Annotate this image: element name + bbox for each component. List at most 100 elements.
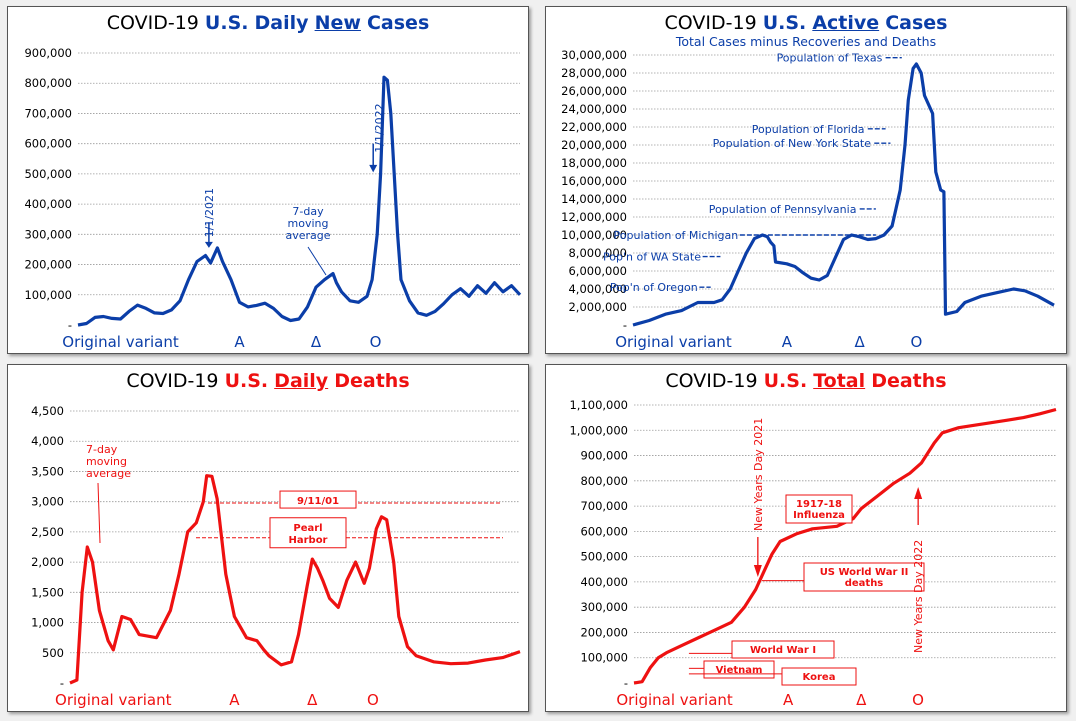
- annotation-moving-average: average: [285, 229, 330, 242]
- ref-box: [731, 640, 835, 659]
- x-variant-label: O: [912, 691, 924, 709]
- population-ref-label: Population of Pennsylvania: [709, 203, 857, 216]
- panel-active-cases: COVID-19 U.S. Active Cases Total Cases m…: [545, 6, 1067, 354]
- chart-title: COVID-19 U.S. Daily New Cases: [8, 12, 528, 34]
- x-variant-label: A: [229, 691, 240, 709]
- x-variant-label: Δ: [855, 333, 866, 351]
- ref-box: [781, 667, 857, 686]
- y-tick-label: 1,000: [31, 616, 64, 630]
- annotation-pointer: [97, 482, 101, 544]
- y-tick-label: 700,000: [580, 499, 628, 513]
- y-tick-label: 900,000: [24, 46, 72, 60]
- title-word-cases: Cases: [366, 12, 430, 34]
- y-tick-label: 1,000,000: [569, 423, 628, 437]
- x-variant-label: Original variant: [615, 333, 732, 351]
- title-word-deaths: Deaths: [334, 370, 410, 392]
- series-line: [632, 62, 1055, 327]
- panel-daily-deaths: COVID-19 U.S. Daily Deaths - 500 1,000 1,50…: [7, 364, 529, 712]
- x-variant-label: Δ: [311, 333, 322, 351]
- ref-box: [785, 494, 853, 524]
- x-variant-label: Δ: [856, 691, 867, 709]
- ref-box-label: 1917-18: [796, 499, 842, 510]
- title-word-us: U.S.: [204, 12, 249, 34]
- title-word-deaths: Deaths: [871, 370, 947, 392]
- y-tick-label: 400,000: [580, 575, 628, 589]
- title-word-us: U.S.: [224, 370, 269, 392]
- population-ref-label: Population of Texas: [777, 52, 883, 65]
- population-ref-label: Pop'n of Oregon: [610, 281, 698, 294]
- annotation-arrowhead: [914, 487, 923, 499]
- y-tick-label: 200,000: [24, 258, 72, 272]
- x-variant-label: Original variant: [55, 691, 172, 709]
- population-ref-label: Population of Michigan: [614, 229, 739, 242]
- series-line: [77, 75, 522, 327]
- y-tick-label: 1,100,000: [569, 398, 628, 412]
- y-tick-label: 3,500: [31, 464, 64, 478]
- y-tick-label: 24,000,000: [561, 102, 627, 116]
- title-word-us: U.S.: [763, 370, 808, 392]
- x-variant-label: O: [367, 691, 379, 709]
- x-variant-label: A: [234, 333, 245, 351]
- annotation-moving-average: moving: [288, 217, 329, 230]
- title-word-cases: Cases: [885, 12, 948, 34]
- y-tick-label: 20,000,000: [561, 138, 627, 152]
- title-prefix: COVID-19: [126, 370, 219, 392]
- annotation-moving-average: moving: [86, 455, 127, 468]
- y-tick-label: 100,000: [580, 651, 628, 665]
- y-tick-label: 4,500: [31, 404, 64, 418]
- chart-subtitle: Total Cases minus Recoveries and Deaths: [675, 34, 937, 49]
- x-variant-label: Original variant: [616, 691, 733, 709]
- y-tick-label: 14,000,000: [561, 192, 627, 206]
- annotation-new-years-2022: New Years Day 2022: [912, 540, 925, 653]
- x-variant-label: A: [782, 333, 793, 351]
- ref-box-label: deaths: [845, 578, 884, 589]
- annotation-date-2022: 1/1/2022: [373, 103, 386, 152]
- y-tick-label: -: [623, 318, 627, 332]
- y-tick-label: 8,000,000: [568, 246, 627, 260]
- ref-box: [803, 562, 925, 592]
- y-tick-label: 16,000,000: [561, 174, 627, 188]
- ref-label-pearl-harbor: Harbor: [288, 535, 327, 546]
- chart-total-deaths: - 100,000 200,000 300,000 400,000 500,000 600,…: [569, 398, 1057, 709]
- annotation-new-years-2021: New Years Day 2021: [752, 418, 765, 531]
- population-ref-label: Pop'n of WA State: [603, 251, 701, 264]
- chart-title: COVID-19 U.S. Active Cases: [546, 12, 1066, 34]
- annotation-moving-average: average: [86, 467, 131, 480]
- ref-box-label: Korea: [803, 672, 836, 683]
- panel-total-deaths: COVID-19 U.S. Total Deaths - 100,000 200,0…: [545, 364, 1067, 712]
- chart-daily-deaths: - 500 1,000 1,500 2,000 2,500 3,000 3,500 4,000 4…: [31, 404, 521, 709]
- y-tick-label: 3,000: [31, 495, 64, 509]
- title-word-us: U.S.: [762, 12, 807, 34]
- y-tick-label: 700,000: [24, 106, 72, 120]
- ref-label-911: 9/11/01: [297, 496, 339, 507]
- y-tick-label: 18,000,000: [561, 156, 627, 170]
- series-line: [69, 474, 521, 685]
- y-tick-label: 26,000,000: [561, 84, 627, 98]
- x-variant-label: A: [783, 691, 794, 709]
- population-ref-label: Population of New York State: [713, 137, 872, 150]
- y-tick-label: 800,000: [24, 76, 72, 90]
- ref-label-pearl-harbor: Pearl: [293, 523, 322, 534]
- y-tick-label: 2,000: [31, 555, 64, 569]
- y-tick-label: 6,000,000: [568, 264, 627, 278]
- x-variant-label: Original variant: [62, 333, 179, 351]
- title-word-new: New: [314, 12, 361, 34]
- title-prefix: COVID-19: [665, 370, 758, 392]
- chart-active-cases: - 2,000,000 4,000,000 6,000,000 8,000,000 10,…: [561, 48, 1055, 351]
- annotation-pointer: [307, 246, 327, 276]
- ref-box-label: World War I: [750, 645, 816, 656]
- y-tick-label: 22,000,000: [561, 120, 627, 134]
- y-tick-label: 2,500: [31, 525, 64, 539]
- title-word-daily: Daily: [274, 370, 329, 392]
- title-word-daily: Daily: [254, 12, 309, 34]
- y-tick-label: 4,000: [31, 434, 64, 448]
- y-tick-label: 800,000: [580, 474, 628, 488]
- y-tick-label: 600,000: [580, 524, 628, 538]
- title-word-total: Total: [813, 370, 866, 392]
- ref-box-label: US World War II: [820, 567, 909, 578]
- annotation-arrowhead: [204, 241, 213, 248]
- y-tick-label: 200,000: [580, 625, 628, 639]
- ref-box-label: Influenza: [793, 510, 845, 521]
- annotation-arrowhead: [369, 164, 378, 173]
- panel-daily-new-cases: COVID-19 U.S. Daily New Cases - 100,000 20…: [7, 6, 529, 354]
